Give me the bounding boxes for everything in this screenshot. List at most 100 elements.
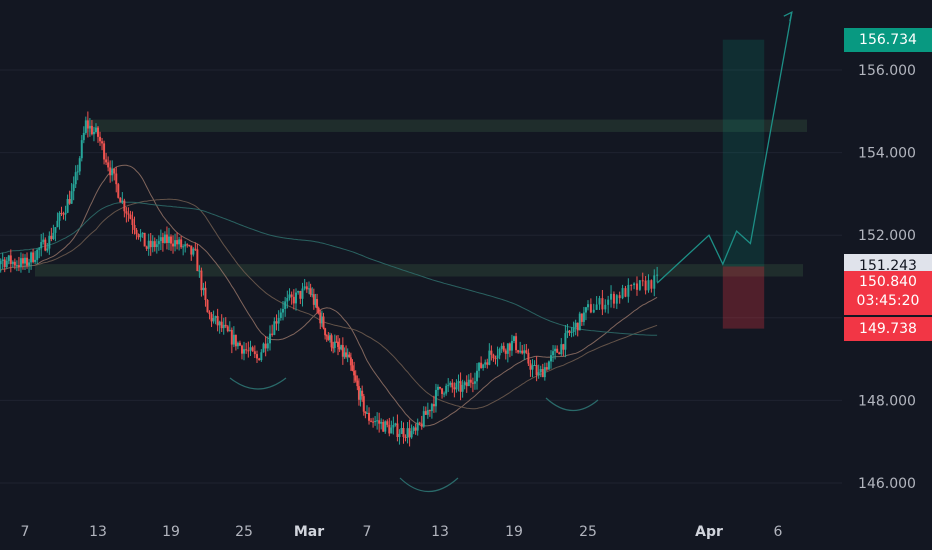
- candle-body: [194, 248, 197, 250]
- candle-body: [97, 127, 99, 137]
- candle-body: [309, 288, 312, 295]
- candle-body: [366, 412, 368, 414]
- candle-body: [264, 343, 267, 349]
- candle-body: [441, 388, 444, 394]
- candle-body: [351, 365, 354, 371]
- candle-body: [445, 385, 448, 394]
- candle-body: [286, 298, 289, 302]
- arc-right shoulder: [545, 397, 599, 412]
- candle-body: [312, 294, 315, 305]
- candle-body: [251, 347, 254, 352]
- candle-body: [338, 346, 341, 350]
- candle-body: [182, 246, 185, 248]
- candle-body: [410, 431, 413, 438]
- candle-body: [94, 127, 97, 132]
- candle-body: [103, 143, 106, 160]
- time-axis[interactable]: 7 13 19 25 Mar 7 13 19 25 Apr 6: [21, 524, 783, 540]
- candle-body: [196, 249, 199, 272]
- candle-body: [327, 336, 330, 340]
- x-tick-label: Mar: [294, 524, 324, 540]
- candle-body: [271, 333, 274, 335]
- x-tick-label: 7: [363, 524, 372, 540]
- candle-body: [641, 280, 644, 282]
- candle-body: [40, 242, 43, 249]
- candle-body: [236, 342, 239, 347]
- candle-body: [406, 428, 409, 438]
- candle-body: [615, 295, 618, 304]
- candle-body: [143, 232, 146, 247]
- candle-body: [533, 365, 536, 367]
- candle-body: [121, 200, 124, 203]
- candle-body: [357, 386, 360, 400]
- candle-body: [176, 240, 179, 245]
- candle-body: [627, 284, 630, 297]
- long-position-tool[interactable]: [722, 39, 765, 329]
- price-axis[interactable]: 156.000 154.000 152.000 148.000 146.000: [858, 63, 916, 492]
- candle-body: [589, 304, 592, 313]
- arc-left shoulder: [229, 377, 287, 390]
- candle-body: [414, 427, 417, 431]
- candle-body: [340, 345, 343, 350]
- candle-body: [328, 335, 331, 340]
- candle-body: [316, 299, 319, 309]
- y-tick-label: 154.000: [858, 146, 916, 162]
- candle-body: [228, 329, 231, 332]
- candle-body: [420, 423, 423, 427]
- candle-body: [390, 427, 393, 434]
- candle-body: [650, 280, 653, 289]
- candle-body: [618, 295, 621, 299]
- candle-body: [465, 382, 468, 387]
- candle-body: [123, 200, 126, 212]
- candle-body: [232, 334, 235, 345]
- candle-body: [317, 308, 320, 313]
- candle-body: [337, 341, 339, 347]
- candle-body: [192, 248, 195, 255]
- candle-body: [463, 382, 466, 385]
- candle-body: [145, 246, 148, 249]
- candle-body: [471, 382, 474, 384]
- candle-body: [44, 239, 47, 251]
- candle-body: [404, 436, 407, 438]
- candle-body: [247, 350, 250, 352]
- candle-body: [356, 380, 359, 387]
- candle-body: [612, 293, 615, 304]
- candle-body: [486, 362, 489, 365]
- candle-body: [595, 304, 598, 310]
- candle-body: [604, 304, 607, 310]
- candle-body: [139, 234, 142, 238]
- candle-body: [364, 411, 367, 414]
- candle-body: [517, 350, 520, 353]
- candle-body: [240, 345, 243, 354]
- candle-body: [234, 334, 237, 347]
- candle-body: [496, 355, 499, 359]
- candle-body: [208, 312, 211, 315]
- candle-body: [539, 368, 542, 373]
- candle-body: [277, 317, 280, 324]
- candle-body: [230, 329, 233, 345]
- candle-body: [630, 284, 633, 286]
- candle-body: [129, 214, 132, 219]
- candle-body: [78, 158, 81, 172]
- candle-body: [301, 288, 304, 299]
- candle-body: [3, 259, 6, 268]
- candle-body: [149, 240, 152, 248]
- candle-body: [58, 212, 61, 221]
- candle-body: [348, 354, 351, 358]
- ma-slow: [0, 201, 658, 336]
- candle-body: [226, 326, 229, 332]
- candle-body: [558, 352, 561, 355]
- candle-body: [151, 241, 154, 248]
- candle-body: [24, 257, 26, 264]
- candle-body: [184, 244, 187, 247]
- candle-body: [436, 386, 439, 390]
- candle-body: [115, 173, 118, 185]
- candle-body: [644, 280, 647, 291]
- candle-body: [504, 350, 507, 354]
- candle-body: [256, 354, 258, 359]
- candle-body: [21, 258, 24, 264]
- candle-body: [349, 357, 352, 366]
- candle-body: [159, 237, 162, 242]
- candle-body: [202, 287, 205, 291]
